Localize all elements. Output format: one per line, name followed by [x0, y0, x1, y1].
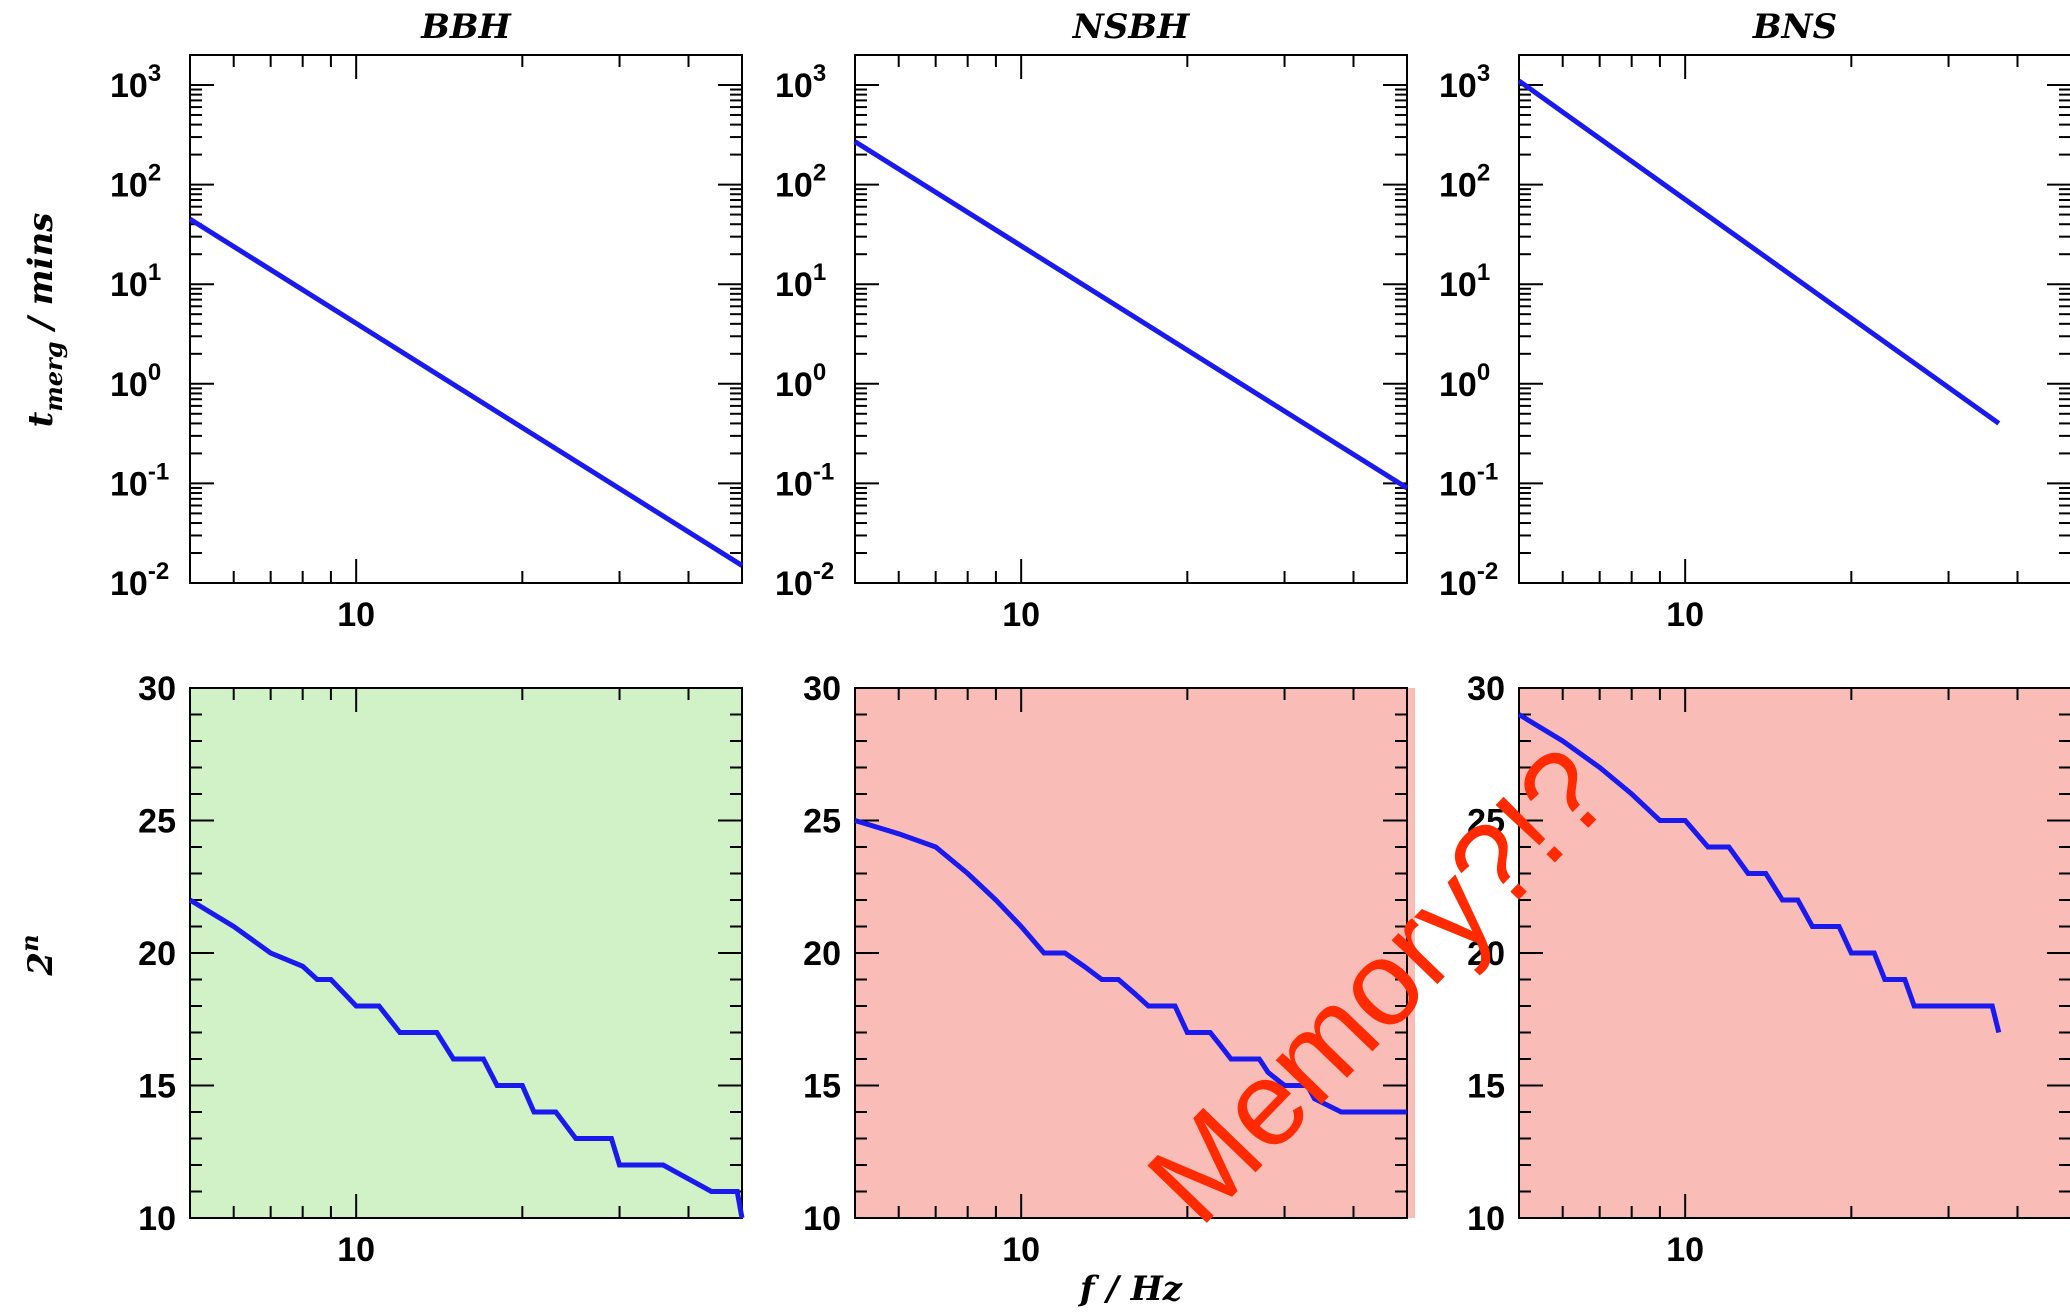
top-ylabel-sub: merg [39, 342, 68, 412]
bottom-ylabel: 2n [15, 934, 61, 976]
plot-area-3 [188, 687, 745, 1219]
y-tick-label: 15 [138, 1068, 176, 1106]
panel-frame [189, 54, 743, 584]
ticks [1518, 54, 2070, 584]
series-line-0 [853, 139, 1409, 491]
y-tick-label: 25 [1467, 803, 1505, 841]
series-line-0 [188, 216, 744, 568]
y-tick-label: 30 [138, 670, 176, 708]
panel-frame [854, 54, 1408, 584]
y-tick-label: 102 [1439, 160, 1490, 205]
panel-frame [1518, 687, 2070, 1219]
series-line-0 [1517, 712, 2002, 1034]
plot-area-2 [1517, 54, 2070, 584]
panel-title-nsbh: NSBH [1072, 7, 1191, 47]
y-tick-label: 10-2 [110, 558, 169, 603]
y-tick-label: 20 [138, 935, 176, 973]
top-ylabel-main: t [21, 411, 61, 427]
y-tick-label: 20 [803, 935, 841, 973]
top-ylabel: tmerg / mins [21, 213, 68, 428]
y-tick-label: 10 [803, 1200, 841, 1238]
y-tick-label: 15 [803, 1068, 841, 1106]
y-tick-label: 15 [1467, 1068, 1505, 1106]
series-line-0 [1517, 78, 2001, 426]
y-tick-label: 10 [1467, 1200, 1505, 1238]
y-tick-label: 101 [1439, 259, 1490, 304]
y-tick-label: 10-2 [1439, 558, 1498, 603]
panel-background [190, 688, 742, 1218]
panel-title-bns: BNS [1752, 7, 1837, 47]
bottom-ylabel-sup: n [15, 934, 44, 951]
x-tick-label: 10 [1666, 1231, 1704, 1269]
plot-area-1 [853, 54, 1409, 584]
y-tick-label: 100 [110, 359, 161, 404]
y-tick-label: 30 [803, 670, 841, 708]
y-tick-label: 30 [1467, 670, 1505, 708]
y-tick-label: 10-1 [110, 458, 169, 503]
y-tick-label: 101 [110, 259, 161, 304]
y-tick-label: 103 [110, 60, 161, 105]
plot-area-5 [1517, 687, 2070, 1219]
y-tick-label: 10-1 [775, 458, 834, 503]
y-tick-label: 25 [803, 803, 841, 841]
y-tick-label: 103 [775, 60, 826, 105]
y-tick-label: 101 [775, 259, 826, 304]
y-tick-label: 20 [1467, 935, 1505, 973]
y-tick-label: 100 [775, 359, 826, 404]
ticks [854, 54, 1408, 584]
panel-title-bbh: BBH [420, 7, 512, 47]
plot-area-4 [854, 687, 1415, 1219]
y-tick-label: 10 [138, 1200, 176, 1238]
panel-frame [854, 687, 1408, 1219]
y-tick-label: 100 [1439, 359, 1490, 404]
y-tick-label: 102 [110, 160, 161, 205]
ticks [189, 54, 743, 584]
panel-bottom-nsbh: 10 10 15 20 25 30 [803, 670, 1415, 1269]
panel-bottom-bns: 10 10 15 20 25 30 [1467, 670, 2070, 1269]
panel-background [855, 688, 1415, 1218]
panel-bottom-bbh: 10 10 15 20 25 30 [138, 670, 745, 1269]
y-tick-label: 103 [1439, 60, 1490, 105]
panel-top-bbh: BBH 10 10-2 10-1 100 101 102 103 [110, 7, 744, 634]
series-line-0 [188, 897, 745, 1219]
x-tick-label: 10 [337, 596, 375, 634]
x-tick-label: 10 [1666, 596, 1704, 634]
y-tick-label: 25 [138, 803, 176, 841]
x-tick-label: 10 [1002, 1231, 1040, 1269]
bottom-xlabel: f / Hz [1078, 1269, 1183, 1309]
x-tick-label: 10 [1002, 596, 1040, 634]
x-tick-label: 10 [337, 1231, 375, 1269]
y-tick-label: 10-1 [1439, 458, 1498, 503]
plot-area-0 [188, 54, 744, 584]
panel-top-nsbh: NSBH 10 10-2 10-1 100 101 102 103 [775, 7, 1409, 634]
bottom-ylabel-main: 2 [21, 952, 61, 977]
panel-frame [189, 687, 743, 1219]
y-tick-label: 102 [775, 160, 826, 205]
y-tick-label: 10-2 [775, 558, 834, 603]
series-line-0 [854, 818, 1407, 1115]
panel-top-bns: BNS 10 10-2 10-1 100 101 102 103 [1439, 7, 2070, 634]
top-ylabel-rest: / mins [21, 213, 61, 342]
panel-frame [1518, 54, 2070, 584]
